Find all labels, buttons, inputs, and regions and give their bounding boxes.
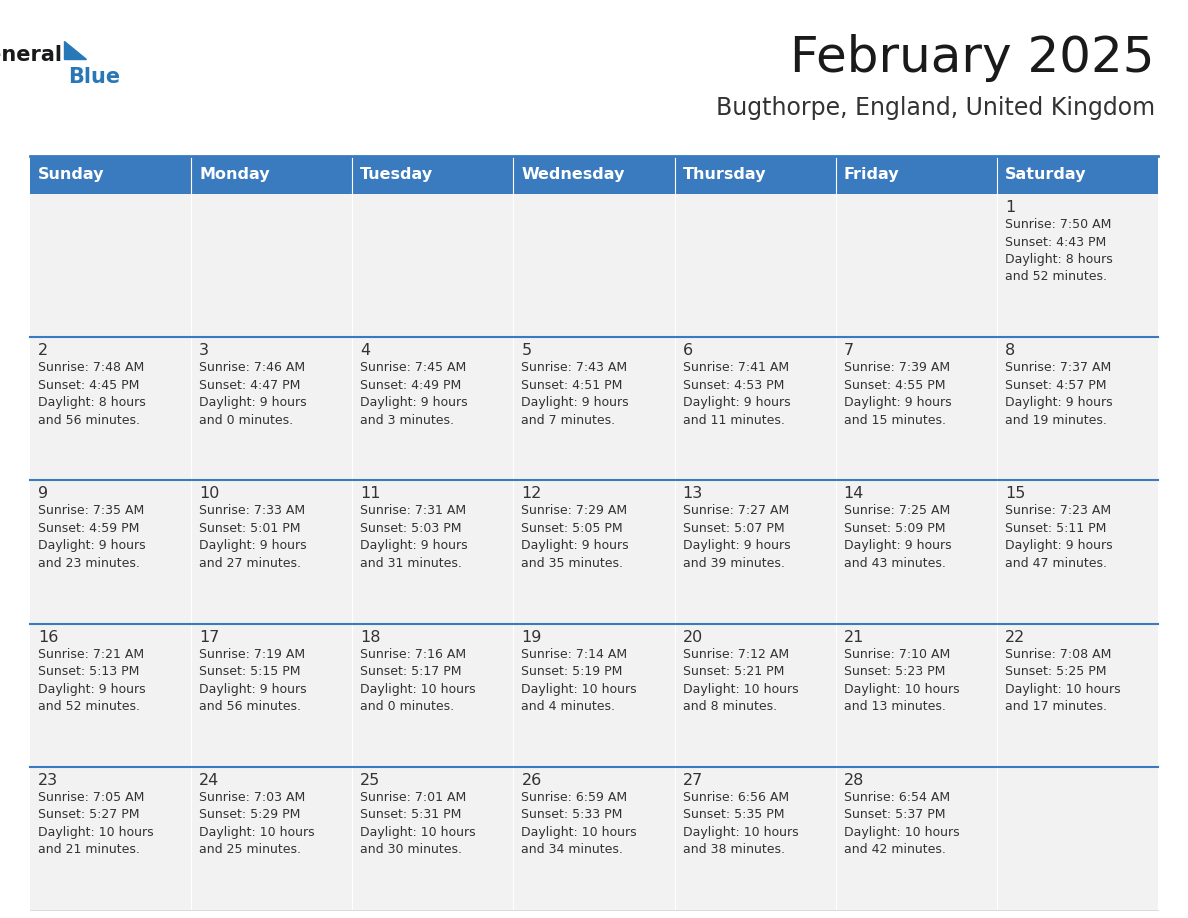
Text: Sunrise: 7:25 AM
Sunset: 5:09 PM
Daylight: 9 hours
and 43 minutes.: Sunrise: 7:25 AM Sunset: 5:09 PM Dayligh…	[843, 504, 952, 570]
Text: Saturday: Saturday	[1005, 167, 1086, 183]
Text: 8: 8	[1005, 343, 1015, 358]
Text: 3: 3	[200, 343, 209, 358]
Text: Sunrise: 7:43 AM
Sunset: 4:51 PM
Daylight: 9 hours
and 7 minutes.: Sunrise: 7:43 AM Sunset: 4:51 PM Dayligh…	[522, 361, 630, 427]
Text: Sunrise: 7:46 AM
Sunset: 4:47 PM
Daylight: 9 hours
and 0 minutes.: Sunrise: 7:46 AM Sunset: 4:47 PM Dayligh…	[200, 361, 307, 427]
Text: 18: 18	[360, 630, 381, 644]
Text: Sunrise: 7:35 AM
Sunset: 4:59 PM
Daylight: 9 hours
and 23 minutes.: Sunrise: 7:35 AM Sunset: 4:59 PM Dayligh…	[38, 504, 146, 570]
Text: Sunrise: 7:45 AM
Sunset: 4:49 PM
Daylight: 9 hours
and 3 minutes.: Sunrise: 7:45 AM Sunset: 4:49 PM Dayligh…	[360, 361, 468, 427]
Text: Sunrise: 7:39 AM
Sunset: 4:55 PM
Daylight: 9 hours
and 15 minutes.: Sunrise: 7:39 AM Sunset: 4:55 PM Dayligh…	[843, 361, 952, 427]
Text: Sunrise: 7:19 AM
Sunset: 5:15 PM
Daylight: 9 hours
and 56 minutes.: Sunrise: 7:19 AM Sunset: 5:15 PM Dayligh…	[200, 647, 307, 713]
Polygon shape	[64, 41, 86, 59]
Text: 10: 10	[200, 487, 220, 501]
Text: Sunrise: 7:16 AM
Sunset: 5:17 PM
Daylight: 10 hours
and 0 minutes.: Sunrise: 7:16 AM Sunset: 5:17 PM Dayligh…	[360, 647, 476, 713]
Text: Sunrise: 7:23 AM
Sunset: 5:11 PM
Daylight: 9 hours
and 47 minutes.: Sunrise: 7:23 AM Sunset: 5:11 PM Dayligh…	[1005, 504, 1112, 570]
Bar	[30, 623, 1158, 767]
Text: 13: 13	[683, 487, 703, 501]
Text: 17: 17	[200, 630, 220, 644]
Text: 27: 27	[683, 773, 703, 788]
Text: Tuesday: Tuesday	[360, 167, 434, 183]
Text: Sunrise: 7:05 AM
Sunset: 5:27 PM
Daylight: 10 hours
and 21 minutes.: Sunrise: 7:05 AM Sunset: 5:27 PM Dayligh…	[38, 790, 153, 856]
Text: Sunrise: 6:54 AM
Sunset: 5:37 PM
Daylight: 10 hours
and 42 minutes.: Sunrise: 6:54 AM Sunset: 5:37 PM Dayligh…	[843, 790, 960, 856]
Text: 7: 7	[843, 343, 854, 358]
Text: Wednesday: Wednesday	[522, 167, 625, 183]
Text: 15: 15	[1005, 487, 1025, 501]
Text: 11: 11	[360, 487, 381, 501]
Text: Sunrise: 7:08 AM
Sunset: 5:25 PM
Daylight: 10 hours
and 17 minutes.: Sunrise: 7:08 AM Sunset: 5:25 PM Dayligh…	[1005, 647, 1120, 713]
Text: Sunrise: 7:14 AM
Sunset: 5:19 PM
Daylight: 10 hours
and 4 minutes.: Sunrise: 7:14 AM Sunset: 5:19 PM Dayligh…	[522, 647, 637, 713]
Text: February 2025: February 2025	[790, 34, 1155, 82]
Text: Sunrise: 7:50 AM
Sunset: 4:43 PM
Daylight: 8 hours
and 52 minutes.: Sunrise: 7:50 AM Sunset: 4:43 PM Dayligh…	[1005, 218, 1113, 284]
Bar	[30, 480, 1158, 623]
Text: Sunrise: 7:01 AM
Sunset: 5:31 PM
Daylight: 10 hours
and 30 minutes.: Sunrise: 7:01 AM Sunset: 5:31 PM Dayligh…	[360, 790, 476, 856]
Text: 25: 25	[360, 773, 380, 788]
Text: Sunrise: 7:03 AM
Sunset: 5:29 PM
Daylight: 10 hours
and 25 minutes.: Sunrise: 7:03 AM Sunset: 5:29 PM Dayligh…	[200, 790, 315, 856]
Text: 1: 1	[1005, 200, 1015, 215]
Bar	[30, 156, 1158, 194]
Text: Blue: Blue	[68, 67, 120, 87]
Text: Sunrise: 7:31 AM
Sunset: 5:03 PM
Daylight: 9 hours
and 31 minutes.: Sunrise: 7:31 AM Sunset: 5:03 PM Dayligh…	[360, 504, 468, 570]
Text: General: General	[0, 45, 62, 65]
Text: Thursday: Thursday	[683, 167, 766, 183]
Text: 20: 20	[683, 630, 703, 644]
Text: Friday: Friday	[843, 167, 899, 183]
Text: 16: 16	[38, 630, 58, 644]
Text: Sunrise: 7:27 AM
Sunset: 5:07 PM
Daylight: 9 hours
and 39 minutes.: Sunrise: 7:27 AM Sunset: 5:07 PM Dayligh…	[683, 504, 790, 570]
Text: 19: 19	[522, 630, 542, 644]
Text: Sunrise: 6:56 AM
Sunset: 5:35 PM
Daylight: 10 hours
and 38 minutes.: Sunrise: 6:56 AM Sunset: 5:35 PM Dayligh…	[683, 790, 798, 856]
Text: Sunrise: 7:48 AM
Sunset: 4:45 PM
Daylight: 8 hours
and 56 minutes.: Sunrise: 7:48 AM Sunset: 4:45 PM Dayligh…	[38, 361, 146, 427]
Text: 12: 12	[522, 487, 542, 501]
Bar	[30, 767, 1158, 910]
Bar	[30, 194, 1158, 337]
Text: 2: 2	[38, 343, 49, 358]
Text: Sunrise: 7:37 AM
Sunset: 4:57 PM
Daylight: 9 hours
and 19 minutes.: Sunrise: 7:37 AM Sunset: 4:57 PM Dayligh…	[1005, 361, 1112, 427]
Text: 4: 4	[360, 343, 371, 358]
Text: Sunrise: 7:33 AM
Sunset: 5:01 PM
Daylight: 9 hours
and 27 minutes.: Sunrise: 7:33 AM Sunset: 5:01 PM Dayligh…	[200, 504, 307, 570]
Text: 28: 28	[843, 773, 864, 788]
Text: Sunrise: 7:21 AM
Sunset: 5:13 PM
Daylight: 9 hours
and 52 minutes.: Sunrise: 7:21 AM Sunset: 5:13 PM Dayligh…	[38, 647, 146, 713]
Text: Sunrise: 7:10 AM
Sunset: 5:23 PM
Daylight: 10 hours
and 13 minutes.: Sunrise: 7:10 AM Sunset: 5:23 PM Dayligh…	[843, 647, 960, 713]
Text: 21: 21	[843, 630, 864, 644]
Text: Sunrise: 6:59 AM
Sunset: 5:33 PM
Daylight: 10 hours
and 34 minutes.: Sunrise: 6:59 AM Sunset: 5:33 PM Dayligh…	[522, 790, 637, 856]
Text: 26: 26	[522, 773, 542, 788]
Text: Sunday: Sunday	[38, 167, 105, 183]
Text: 6: 6	[683, 343, 693, 358]
Text: 5: 5	[522, 343, 531, 358]
Text: Monday: Monday	[200, 167, 270, 183]
Text: 9: 9	[38, 487, 49, 501]
Text: Sunrise: 7:29 AM
Sunset: 5:05 PM
Daylight: 9 hours
and 35 minutes.: Sunrise: 7:29 AM Sunset: 5:05 PM Dayligh…	[522, 504, 630, 570]
Text: 24: 24	[200, 773, 220, 788]
Text: Sunrise: 7:12 AM
Sunset: 5:21 PM
Daylight: 10 hours
and 8 minutes.: Sunrise: 7:12 AM Sunset: 5:21 PM Dayligh…	[683, 647, 798, 713]
Text: Sunrise: 7:41 AM
Sunset: 4:53 PM
Daylight: 9 hours
and 11 minutes.: Sunrise: 7:41 AM Sunset: 4:53 PM Dayligh…	[683, 361, 790, 427]
Text: 23: 23	[38, 773, 58, 788]
Bar	[30, 337, 1158, 480]
Text: Bugthorpe, England, United Kingdom: Bugthorpe, England, United Kingdom	[716, 96, 1155, 120]
Text: 22: 22	[1005, 630, 1025, 644]
Text: 14: 14	[843, 487, 864, 501]
